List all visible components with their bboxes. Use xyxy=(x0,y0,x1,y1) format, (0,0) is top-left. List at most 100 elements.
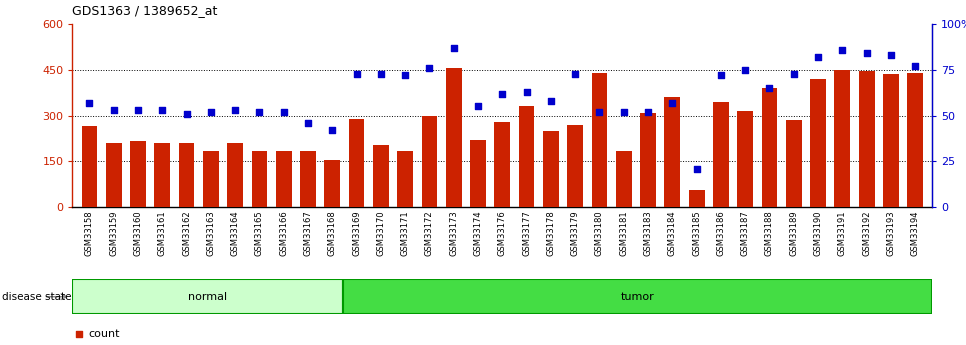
Text: GSM33192: GSM33192 xyxy=(862,210,871,256)
Point xyxy=(665,100,680,106)
Point xyxy=(713,72,728,78)
Point xyxy=(276,109,292,115)
Point xyxy=(252,109,268,115)
Text: GSM33162: GSM33162 xyxy=(183,210,191,256)
Bar xyxy=(343,279,932,314)
Text: GSM33183: GSM33183 xyxy=(643,210,653,256)
Text: GSM33169: GSM33169 xyxy=(352,210,361,256)
Text: GSM33186: GSM33186 xyxy=(717,210,725,256)
Text: GSM33180: GSM33180 xyxy=(595,210,604,256)
Bar xyxy=(519,106,534,207)
Point xyxy=(616,109,632,115)
Bar xyxy=(325,160,340,207)
Text: GSM33166: GSM33166 xyxy=(279,210,288,256)
Bar xyxy=(495,122,510,207)
Point xyxy=(786,71,802,76)
Bar xyxy=(72,279,343,314)
Text: GSM33184: GSM33184 xyxy=(668,210,677,256)
Point xyxy=(373,71,388,76)
Bar xyxy=(251,151,268,207)
Bar xyxy=(227,143,243,207)
Point xyxy=(349,71,364,76)
Bar xyxy=(543,131,558,207)
Bar xyxy=(81,126,98,207)
Bar xyxy=(713,102,728,207)
Point xyxy=(543,98,558,104)
Bar xyxy=(300,151,316,207)
Text: GSM33174: GSM33174 xyxy=(473,210,483,256)
Bar xyxy=(810,79,826,207)
Text: GSM33188: GSM33188 xyxy=(765,210,774,256)
Text: GSM33179: GSM33179 xyxy=(571,210,580,256)
Point xyxy=(737,67,753,72)
Text: GSM33171: GSM33171 xyxy=(401,210,410,256)
Bar xyxy=(349,119,364,207)
Point xyxy=(689,166,704,171)
Point xyxy=(179,111,194,117)
Point xyxy=(762,85,778,91)
Bar xyxy=(567,125,583,207)
Text: GSM33163: GSM33163 xyxy=(207,210,215,256)
Text: GSM33176: GSM33176 xyxy=(497,210,507,256)
Point xyxy=(519,89,534,95)
Bar xyxy=(179,143,194,207)
Text: GSM33193: GSM33193 xyxy=(887,210,895,256)
Text: GSM33159: GSM33159 xyxy=(109,210,118,256)
Text: tumor: tumor xyxy=(620,292,654,302)
Point xyxy=(325,127,340,133)
Bar xyxy=(737,111,753,207)
Bar xyxy=(276,151,292,207)
Text: disease state: disease state xyxy=(2,292,71,302)
Point xyxy=(883,52,898,58)
Text: GSM33165: GSM33165 xyxy=(255,210,264,256)
Text: GSM33172: GSM33172 xyxy=(425,210,434,256)
Point xyxy=(446,45,462,51)
Bar xyxy=(689,190,704,207)
Point xyxy=(567,71,582,76)
Point xyxy=(227,107,242,113)
Bar xyxy=(665,97,680,207)
Bar xyxy=(761,88,778,207)
Text: GSM33158: GSM33158 xyxy=(85,210,94,256)
Bar xyxy=(203,151,218,207)
Point xyxy=(203,109,218,115)
Bar xyxy=(106,143,122,207)
Bar xyxy=(397,151,413,207)
Text: GSM33161: GSM33161 xyxy=(157,210,167,256)
Point xyxy=(397,72,412,78)
Bar xyxy=(446,68,462,207)
Text: GSM33160: GSM33160 xyxy=(133,210,143,256)
Bar xyxy=(470,140,486,207)
Text: GSM33164: GSM33164 xyxy=(231,210,240,256)
Bar xyxy=(130,141,146,207)
Point xyxy=(71,331,87,337)
Point xyxy=(106,107,122,113)
Point xyxy=(130,107,146,113)
Point xyxy=(495,91,510,96)
Text: GSM33178: GSM33178 xyxy=(547,210,555,256)
Text: normal: normal xyxy=(188,292,227,302)
Bar xyxy=(786,120,802,207)
Text: GSM33191: GSM33191 xyxy=(838,210,847,256)
Text: GSM33181: GSM33181 xyxy=(619,210,628,256)
Text: GSM33190: GSM33190 xyxy=(813,210,822,256)
Text: GSM33194: GSM33194 xyxy=(911,210,920,256)
Point xyxy=(470,104,486,109)
Bar xyxy=(591,73,608,207)
Bar xyxy=(907,73,923,207)
Point xyxy=(82,100,98,106)
Text: GSM33185: GSM33185 xyxy=(692,210,701,256)
Text: GSM33187: GSM33187 xyxy=(741,210,750,256)
Point xyxy=(907,63,923,69)
Point xyxy=(810,54,826,60)
Point xyxy=(592,109,608,115)
Text: GSM33170: GSM33170 xyxy=(377,210,385,256)
Bar xyxy=(373,145,388,207)
Point xyxy=(422,65,438,71)
Bar xyxy=(835,70,850,207)
Point xyxy=(835,47,850,52)
Text: GSM33177: GSM33177 xyxy=(522,210,531,256)
Text: GSM33168: GSM33168 xyxy=(327,210,337,256)
Bar xyxy=(421,116,438,207)
Point xyxy=(300,120,316,126)
